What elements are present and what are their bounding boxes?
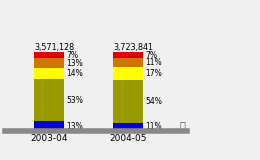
Bar [34,121,64,131]
Bar [34,58,64,68]
Text: 14%: 14% [66,69,83,78]
Bar [34,52,64,58]
Text: 7%: 7% [145,51,157,60]
Text: 13%: 13% [66,59,83,68]
Text: 54%: 54% [145,97,162,106]
Text: 3,723,841: 3,723,841 [114,43,154,52]
Text: 11%: 11% [145,122,162,131]
Text: ⛳: ⛳ [179,120,185,130]
Bar [113,123,143,131]
Text: 11%: 11% [145,58,162,67]
Bar [34,68,64,79]
Bar [113,80,143,123]
Text: 7%: 7% [66,51,78,60]
Bar [113,58,143,67]
Text: 17%: 17% [145,69,162,78]
Bar [113,67,143,80]
Text: 53%: 53% [66,96,83,105]
Text: 13%: 13% [66,122,83,131]
Bar [34,79,64,121]
Bar [113,52,143,58]
Text: 3,571,128: 3,571,128 [35,43,75,52]
